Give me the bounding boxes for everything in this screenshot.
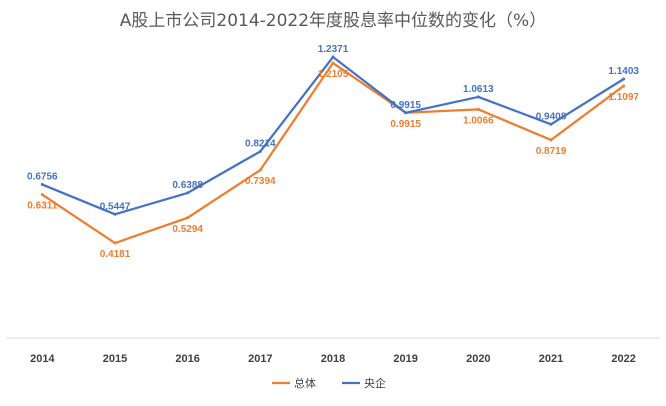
- data-label: 0.6756: [27, 172, 58, 183]
- data-point: [549, 138, 553, 142]
- x-tick-label: 2021: [539, 353, 563, 365]
- x-tick-label: 2020: [466, 353, 490, 365]
- data-label: 0.6311: [27, 201, 57, 212]
- series-line-soe: [41, 55, 625, 216]
- x-tick-label: 2016: [175, 353, 199, 365]
- data-label: 0.5294: [172, 224, 203, 235]
- data-point: [331, 55, 335, 59]
- data-point: [476, 107, 480, 111]
- data-point: [622, 77, 626, 81]
- data-point: [113, 212, 117, 216]
- x-tick-label: 2014: [30, 353, 55, 365]
- data-point: [331, 61, 335, 65]
- legend-label: 央企: [364, 376, 386, 390]
- data-point: [40, 193, 44, 197]
- x-tick-label: 2022: [611, 353, 635, 365]
- data-point: [40, 183, 44, 187]
- data-point: [549, 122, 553, 126]
- x-tick-label: 2015: [103, 353, 127, 365]
- data-label: 0.8719: [536, 146, 567, 157]
- data-label: 0.9408: [536, 111, 567, 122]
- data-label: 0.9915: [390, 119, 421, 130]
- data-point: [404, 111, 408, 115]
- data-label: 1.2105: [318, 69, 349, 80]
- data-label: 0.6388: [172, 180, 203, 191]
- data-label: 0.7394: [245, 176, 276, 187]
- data-label: 0.5447: [100, 201, 131, 212]
- legend-label: 总体: [294, 376, 316, 390]
- data-point: [622, 84, 626, 88]
- data-label: 1.0066: [463, 115, 494, 126]
- data-point: [113, 241, 117, 245]
- data-label: 1.1403: [608, 66, 639, 77]
- data-label: 0.8214: [245, 138, 276, 149]
- data-label: 0.4181: [100, 249, 131, 260]
- data-label: 1.0613: [463, 84, 494, 95]
- data-label: 1.1097: [608, 92, 639, 103]
- data-point: [186, 191, 190, 195]
- x-tick-label: 2017: [248, 353, 272, 365]
- data-label: 0.9915: [390, 100, 421, 111]
- data-point: [258, 168, 262, 172]
- data-point: [258, 149, 262, 153]
- x-tick-label: 2018: [321, 353, 345, 365]
- data-point: [476, 95, 480, 99]
- chart-title: A股上市公司2014-2022年度股息率中位数的变化（%）: [119, 11, 547, 31]
- data-point: [186, 216, 190, 220]
- data-label: 1.2371: [318, 44, 349, 55]
- x-tick-label: 2019: [393, 353, 417, 365]
